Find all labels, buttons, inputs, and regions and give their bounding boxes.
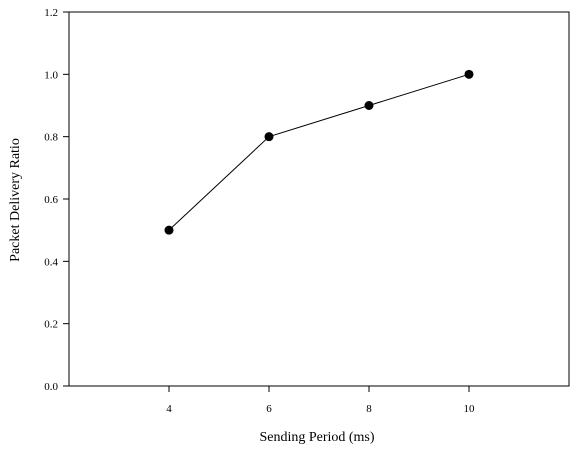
x-tick-label: 10	[464, 403, 476, 415]
y-tick-label: 0.2	[44, 319, 58, 331]
x-axis-label: Sending Period (ms)	[259, 430, 374, 445]
data-point	[464, 69, 474, 79]
y-tick-label: 0.4	[44, 256, 58, 268]
y-tick-label: 1.0	[44, 69, 58, 81]
y-tick-label: 0.0	[44, 381, 58, 393]
x-tick-label: 8	[366, 403, 372, 415]
data-point	[164, 225, 174, 235]
x-axis: 4 6 8 10	[166, 386, 475, 415]
y-tick-label: 0.8	[44, 132, 58, 144]
plot-frame	[68, 11, 570, 387]
y-tick-label: 0.6	[44, 194, 58, 206]
data-point	[364, 101, 374, 110]
y-axis: 0.0 0.2 0.4 0.6 0.8 1.0 1.2	[44, 7, 69, 393]
data-points	[164, 69, 474, 235]
y-axis-label: Packet Delivery Ratio	[8, 138, 23, 262]
x-tick-label: 6	[266, 403, 272, 415]
data-point	[264, 132, 274, 142]
series-line	[168, 73, 470, 231]
y-tick-label: 1.2	[44, 7, 58, 19]
x-tick-label: 4	[166, 403, 172, 415]
